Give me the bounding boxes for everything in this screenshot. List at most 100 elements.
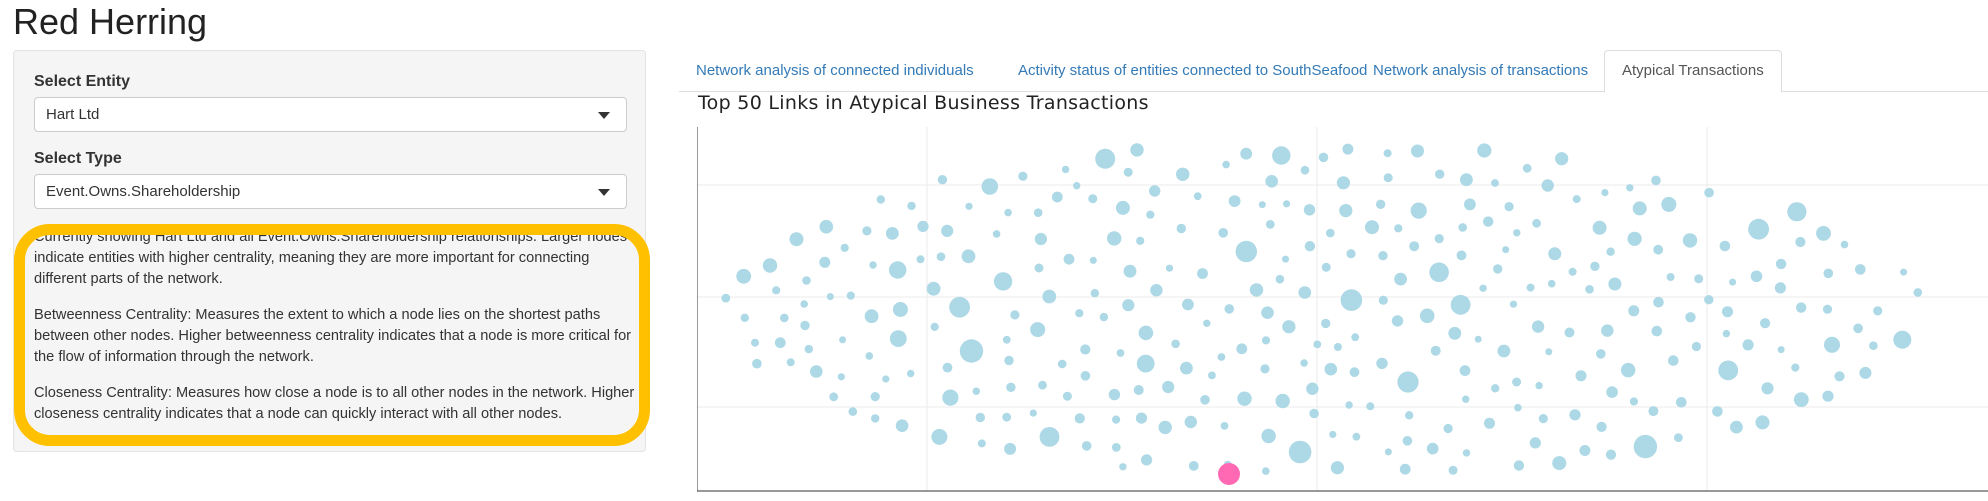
graph-node[interactable] [1282, 255, 1289, 263]
graph-node[interactable] [1217, 353, 1226, 361]
graph-node[interactable] [1283, 200, 1291, 208]
graph-node[interactable] [1653, 296, 1664, 308]
graph-node[interactable] [1074, 413, 1085, 424]
graph-node[interactable] [1306, 382, 1319, 395]
graph-node[interactable] [1522, 163, 1532, 173]
graph-node[interactable] [1321, 262, 1331, 272]
graph-node[interactable] [840, 243, 849, 252]
tab-activity-status[interactable]: Activity status of entities connected to… [1018, 62, 1368, 79]
graph-node[interactable] [736, 268, 752, 284]
graph-node[interactable] [1430, 345, 1441, 356]
graph-node[interactable] [1628, 305, 1640, 317]
graph-node[interactable] [1434, 234, 1444, 244]
network-graph[interactable] [697, 127, 1988, 494]
graph-node[interactable] [1006, 382, 1016, 392]
graph-node[interactable] [1141, 454, 1153, 466]
graph-node[interactable] [1626, 184, 1634, 192]
graph-node[interactable] [1220, 422, 1229, 430]
graph-node[interactable] [1795, 236, 1806, 248]
graph-node[interactable] [1526, 283, 1535, 292]
graph-node[interactable] [1859, 366, 1872, 379]
graph-node[interactable] [1330, 461, 1344, 475]
graph-node[interactable] [862, 226, 872, 236]
graph-node[interactable] [1541, 179, 1554, 192]
graph-node[interactable] [1200, 395, 1210, 405]
graph-node[interactable] [1787, 202, 1807, 222]
graph-node[interactable] [1853, 323, 1863, 334]
graph-node[interactable] [1816, 226, 1831, 241]
graph-node[interactable] [1464, 198, 1476, 211]
graph-node[interactable] [1184, 415, 1197, 429]
graph-node[interactable] [871, 414, 880, 423]
graph-node[interactable] [1321, 318, 1331, 329]
graph-node[interactable] [1261, 306, 1274, 319]
graph-node[interactable] [1119, 463, 1127, 471]
graph-node[interactable] [1349, 367, 1360, 378]
graph-node[interactable] [1123, 264, 1137, 278]
graph-node[interactable] [1004, 355, 1014, 366]
graph-node[interactable] [1448, 465, 1458, 475]
graph-node[interactable] [885, 227, 899, 240]
graph-node[interactable] [1182, 298, 1194, 311]
graph-node[interactable] [1601, 189, 1609, 197]
graph-node[interactable] [837, 373, 845, 381]
graph-node[interactable] [1275, 393, 1290, 409]
graph-node[interactable] [1448, 326, 1462, 340]
graph-node[interactable] [1136, 354, 1155, 373]
graph-node[interactable] [800, 320, 810, 331]
graph-node[interactable] [1340, 289, 1363, 311]
graph-node[interactable] [1590, 261, 1600, 271]
graph-node[interactable] [1513, 460, 1525, 471]
graph-node[interactable] [1383, 173, 1393, 183]
graph-node[interactable] [1513, 229, 1521, 237]
graph-node[interactable] [1606, 247, 1615, 256]
graph-node[interactable] [1479, 284, 1487, 292]
graph-node[interactable] [1146, 210, 1155, 219]
graph-node[interactable] [1777, 346, 1785, 354]
graph-node[interactable] [864, 309, 879, 324]
graph-node[interactable] [1033, 208, 1043, 217]
graph-node[interactable] [1326, 228, 1335, 238]
graph-node[interactable] [1236, 343, 1248, 355]
graph-node[interactable] [1504, 202, 1514, 212]
graph-node[interactable] [1004, 208, 1012, 217]
graph-node[interactable] [1303, 204, 1316, 216]
graph-node[interactable] [1197, 268, 1208, 279]
graph-node[interactable] [1111, 443, 1121, 452]
graph-node[interactable] [1429, 262, 1449, 283]
graph-node[interactable] [1336, 176, 1350, 190]
graph-node[interactable] [1704, 295, 1714, 305]
graph-node[interactable] [1262, 467, 1270, 475]
graph-node[interactable] [981, 178, 999, 195]
graph-node[interactable] [1410, 202, 1427, 219]
graph-node[interactable] [941, 224, 954, 237]
graph-node[interactable] [1122, 299, 1135, 312]
graph-node[interactable] [1208, 371, 1216, 380]
graph-node[interactable] [1443, 423, 1453, 434]
graph-node[interactable] [907, 369, 915, 378]
graph-node[interactable] [1653, 244, 1664, 255]
graph-node[interactable] [740, 313, 749, 322]
graph-node[interactable] [1760, 318, 1771, 329]
graph-node[interactable] [1039, 427, 1060, 447]
graph-node[interactable] [1261, 428, 1276, 444]
graph-node[interactable] [1324, 362, 1338, 376]
graph-node[interactable] [1150, 284, 1163, 297]
graph-node[interactable] [882, 375, 890, 383]
graph-node[interactable] [1010, 310, 1020, 320]
graph-node[interactable] [1135, 412, 1148, 424]
graph-node[interactable] [1793, 392, 1809, 407]
graph-node[interactable] [1261, 336, 1271, 345]
graph-node[interactable] [762, 258, 778, 273]
graph-node[interactable] [1462, 395, 1470, 403]
graph-node[interactable] [1300, 165, 1310, 175]
graph-node[interactable] [1648, 406, 1659, 417]
graph-node[interactable] [1502, 246, 1510, 254]
graph-node[interactable] [1075, 309, 1084, 318]
graph-node[interactable] [1329, 430, 1337, 439]
graph-node[interactable] [1722, 329, 1731, 338]
graph-node[interactable] [1188, 461, 1199, 471]
graph-node[interactable] [1260, 364, 1270, 374]
graph-node[interactable] [1345, 401, 1353, 409]
graph-node[interactable] [1529, 437, 1541, 449]
